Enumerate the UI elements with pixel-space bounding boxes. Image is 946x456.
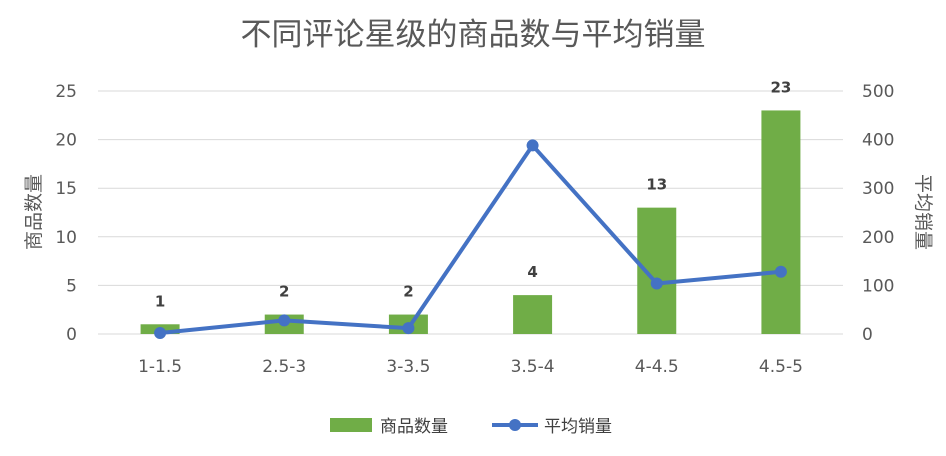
y2-tick-label: 300 <box>862 179 894 199</box>
x-tick-label: 4-4.5 <box>635 357 679 377</box>
y2-tick-label: 200 <box>862 228 894 248</box>
data-label: 23 <box>770 78 791 96</box>
y2-tick-label: 400 <box>862 131 894 151</box>
bar <box>513 295 553 334</box>
line-point <box>278 314 291 327</box>
x-tick-label: 2.5-3 <box>262 357 306 377</box>
line-point <box>154 327 167 340</box>
line-point <box>650 277 663 290</box>
x-tick-label: 1-1.5 <box>138 357 182 377</box>
y2-tick-label: 0 <box>862 325 873 345</box>
y-axis-label: 商品数量 <box>23 174 45 250</box>
bar-series <box>140 110 801 334</box>
legend-label: 商品数量 <box>380 417 448 437</box>
x-tick-label: 4.5-5 <box>759 357 803 377</box>
line-series <box>154 139 787 340</box>
legend-label: 平均销量 <box>544 417 612 437</box>
y2-axis-label: 平均销量 <box>912 174 934 250</box>
y-tick-label: 5 <box>66 276 77 296</box>
y2-tick-label: 100 <box>862 276 894 296</box>
y-tick-label: 10 <box>55 228 77 248</box>
legend: 商品数量 平均销量 <box>330 417 612 437</box>
y-tick-label: 0 <box>66 325 77 345</box>
data-label: 1 <box>155 292 165 310</box>
legend-swatch-bar <box>330 418 372 432</box>
bar <box>761 110 801 334</box>
y2-tick-label: 500 <box>862 82 894 102</box>
gridlines <box>98 90 843 335</box>
data-label: 13 <box>646 176 667 194</box>
data-label: 2 <box>279 283 289 301</box>
legend-marker <box>509 419 521 431</box>
data-label: 4 <box>527 263 537 281</box>
line-point <box>774 265 787 278</box>
chart-title: 不同评论星级的商品数与平均销量 <box>241 17 706 53</box>
data-label: 2 <box>403 283 413 301</box>
line-point <box>526 139 539 152</box>
line-point <box>402 322 415 335</box>
data-labels: 1 2 2 4 13 23 <box>155 78 791 310</box>
x-tick-label: 3-3.5 <box>386 357 430 377</box>
axes: 0 5 10 15 20 25 0 100 200 300 400 500 1-1.5 2.5-3 3-3.… <box>55 82 894 377</box>
x-tick-label: 3.5-4 <box>511 357 555 377</box>
y-tick-label: 25 <box>55 82 77 102</box>
series-line <box>159 143 782 336</box>
y-tick-label: 15 <box>55 179 77 199</box>
y-tick-label: 20 <box>55 131 77 151</box>
